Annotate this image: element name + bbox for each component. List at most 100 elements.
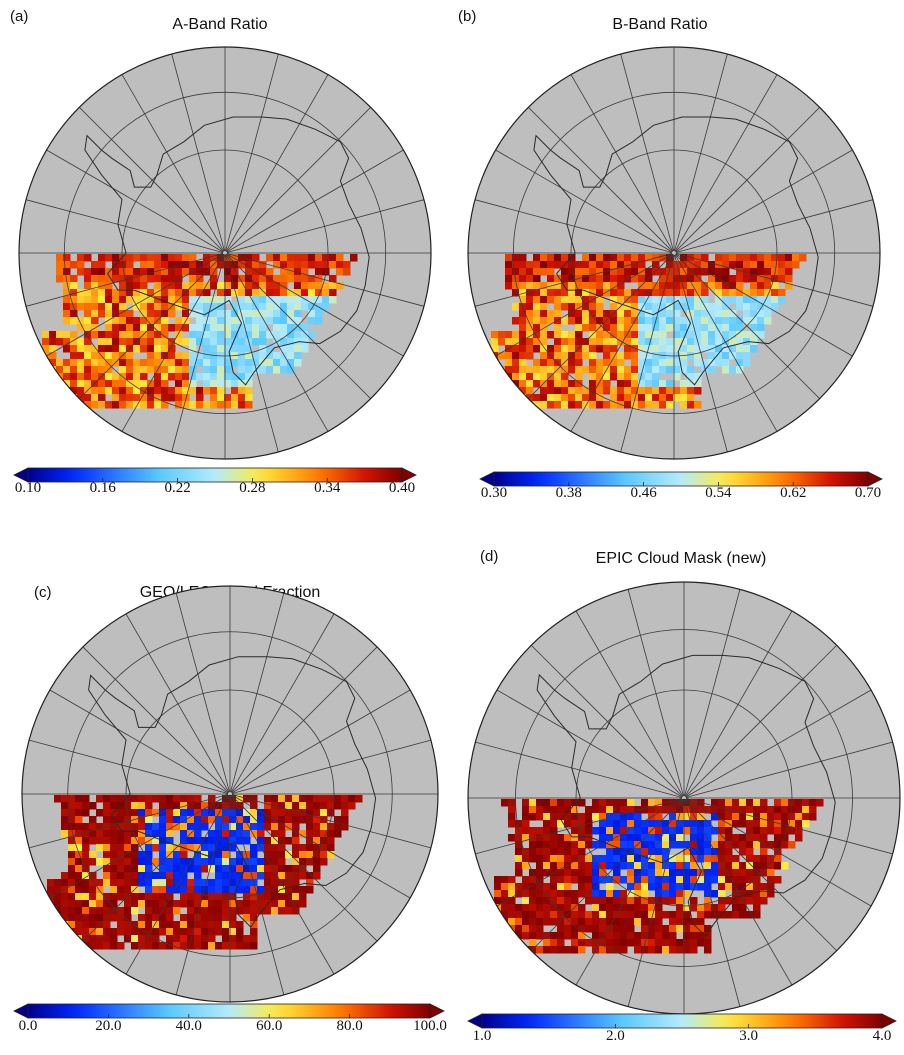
data-cell bbox=[236, 858, 244, 866]
data-cell bbox=[140, 373, 148, 381]
data-cell bbox=[515, 918, 523, 926]
data-cell bbox=[687, 345, 695, 353]
data-cell bbox=[68, 900, 76, 908]
data-cell bbox=[575, 380, 583, 388]
data-cell bbox=[320, 858, 328, 866]
data-cell bbox=[774, 806, 782, 814]
data-cell bbox=[154, 331, 162, 339]
data-cell bbox=[231, 310, 239, 318]
data-cell bbox=[582, 268, 590, 276]
meridian-line bbox=[125, 613, 230, 793]
data-cell bbox=[280, 310, 288, 318]
data-cell bbox=[557, 904, 565, 912]
data-cell bbox=[280, 303, 288, 311]
data-cell bbox=[557, 862, 565, 870]
meridian-line bbox=[620, 53, 674, 252]
data-cell bbox=[704, 925, 712, 933]
data-cell bbox=[655, 904, 663, 912]
data-cell bbox=[596, 254, 604, 262]
data-cell bbox=[168, 254, 176, 262]
data-cell bbox=[313, 865, 321, 873]
data-cell bbox=[96, 809, 104, 817]
data-cell bbox=[547, 268, 555, 276]
data-cell bbox=[313, 851, 321, 859]
data-cell bbox=[131, 900, 139, 908]
data-cell bbox=[68, 872, 76, 880]
data-cell bbox=[252, 268, 260, 276]
data-cell bbox=[624, 373, 632, 381]
data-cell bbox=[257, 872, 265, 880]
data-cell bbox=[168, 282, 176, 290]
data-cell bbox=[659, 282, 667, 290]
data-cell bbox=[645, 268, 653, 276]
data-cell bbox=[753, 862, 761, 870]
data-cell bbox=[701, 261, 709, 269]
data-cell bbox=[138, 928, 146, 936]
data-cell bbox=[610, 296, 618, 304]
data-cell bbox=[110, 928, 118, 936]
data-cell bbox=[753, 897, 761, 905]
data-cell bbox=[243, 858, 251, 866]
data-cell bbox=[103, 830, 111, 838]
data-cell bbox=[161, 261, 169, 269]
data-cell bbox=[491, 345, 499, 353]
data-cell bbox=[711, 799, 719, 807]
data-cell bbox=[175, 338, 183, 346]
data-cell bbox=[152, 809, 160, 817]
data-cell bbox=[722, 359, 730, 367]
data-cell bbox=[547, 401, 555, 409]
data-cell bbox=[778, 275, 786, 283]
data-cell bbox=[690, 883, 698, 891]
data-cell bbox=[533, 268, 541, 276]
data-cell bbox=[196, 352, 204, 360]
data-cell bbox=[84, 275, 92, 283]
data-cell bbox=[669, 897, 677, 905]
data-cell bbox=[194, 830, 202, 838]
data-cell bbox=[519, 261, 527, 269]
data-cell bbox=[243, 851, 251, 859]
data-cell bbox=[287, 275, 295, 283]
data-cell bbox=[571, 932, 579, 940]
data-cell bbox=[264, 802, 272, 810]
meridian-line bbox=[685, 798, 893, 855]
data-cell bbox=[554, 359, 562, 367]
data-cell bbox=[313, 844, 321, 852]
data-cell bbox=[631, 394, 639, 402]
data-cell bbox=[231, 289, 239, 297]
data-cell bbox=[280, 317, 288, 325]
data-cell bbox=[278, 837, 286, 845]
data-cell bbox=[42, 387, 50, 395]
data-cell bbox=[736, 317, 744, 325]
data-cell bbox=[613, 876, 621, 884]
meridian-line bbox=[570, 74, 674, 252]
data-cell bbox=[638, 275, 646, 283]
data-cell bbox=[77, 359, 85, 367]
data-cell bbox=[210, 394, 218, 402]
data-cell bbox=[739, 890, 747, 898]
data-cell bbox=[694, 387, 702, 395]
data-cell bbox=[201, 900, 209, 908]
data-cell bbox=[617, 338, 625, 346]
data-cell bbox=[161, 338, 169, 346]
data-cell bbox=[273, 254, 281, 262]
data-cell bbox=[315, 282, 323, 290]
data-cell bbox=[680, 282, 688, 290]
data-cell bbox=[61, 900, 69, 908]
data-cell bbox=[610, 366, 618, 374]
data-cell bbox=[589, 324, 597, 332]
data-cell bbox=[341, 823, 349, 831]
data-cell bbox=[771, 282, 779, 290]
data-cell bbox=[575, 359, 583, 367]
data-cell bbox=[676, 904, 684, 912]
data-cell bbox=[126, 310, 134, 318]
meridian-line bbox=[225, 254, 279, 453]
data-cell bbox=[161, 317, 169, 325]
data-cell bbox=[89, 837, 97, 845]
data-cell bbox=[203, 359, 211, 367]
data-cell bbox=[634, 806, 642, 814]
data-cell bbox=[718, 820, 726, 828]
data-cell bbox=[68, 809, 76, 817]
data-cell bbox=[117, 893, 125, 901]
data-cell bbox=[91, 359, 99, 367]
data-cell bbox=[215, 907, 223, 915]
